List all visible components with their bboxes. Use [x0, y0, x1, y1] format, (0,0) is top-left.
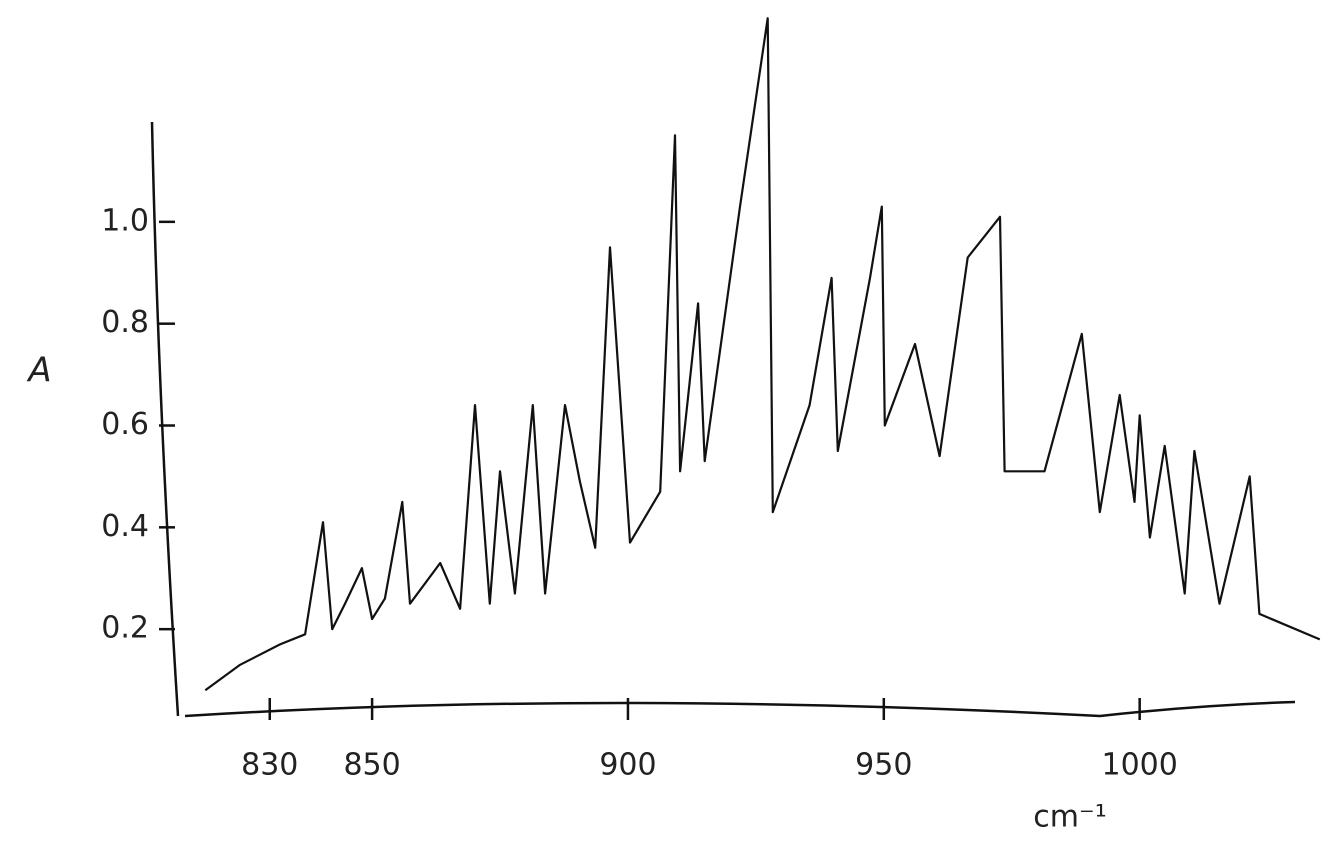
- y-axis-label: A: [26, 351, 51, 391]
- y-axis: [150, 121, 180, 717]
- x-tick-label: 950: [855, 748, 912, 783]
- x-axis: [184, 700, 1296, 718]
- x-tick-label: 850: [343, 748, 400, 783]
- spectrum-line: [204, 17, 1321, 692]
- x-tick-label: 830: [241, 748, 298, 783]
- y-tick-label: 0.4: [101, 509, 149, 544]
- x-tick-label: 900: [599, 748, 656, 783]
- y-tick-label: 0.6: [101, 407, 149, 442]
- y-tick-label: 1.0: [101, 203, 149, 238]
- x-axis-label: cm⁻¹: [1033, 800, 1107, 835]
- x-tick-label: 1000: [1101, 748, 1177, 783]
- y-tick-label: 0.8: [101, 305, 149, 340]
- y-tick-label: 0.2: [101, 611, 149, 646]
